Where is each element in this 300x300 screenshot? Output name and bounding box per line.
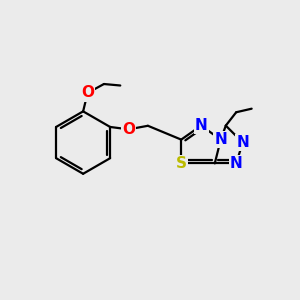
- Text: N: N: [230, 156, 243, 171]
- Text: O: O: [122, 122, 135, 137]
- Text: S: S: [176, 156, 187, 171]
- Text: N: N: [195, 118, 208, 133]
- Text: N: N: [236, 135, 249, 150]
- Text: N: N: [214, 132, 227, 147]
- Text: O: O: [81, 85, 94, 100]
